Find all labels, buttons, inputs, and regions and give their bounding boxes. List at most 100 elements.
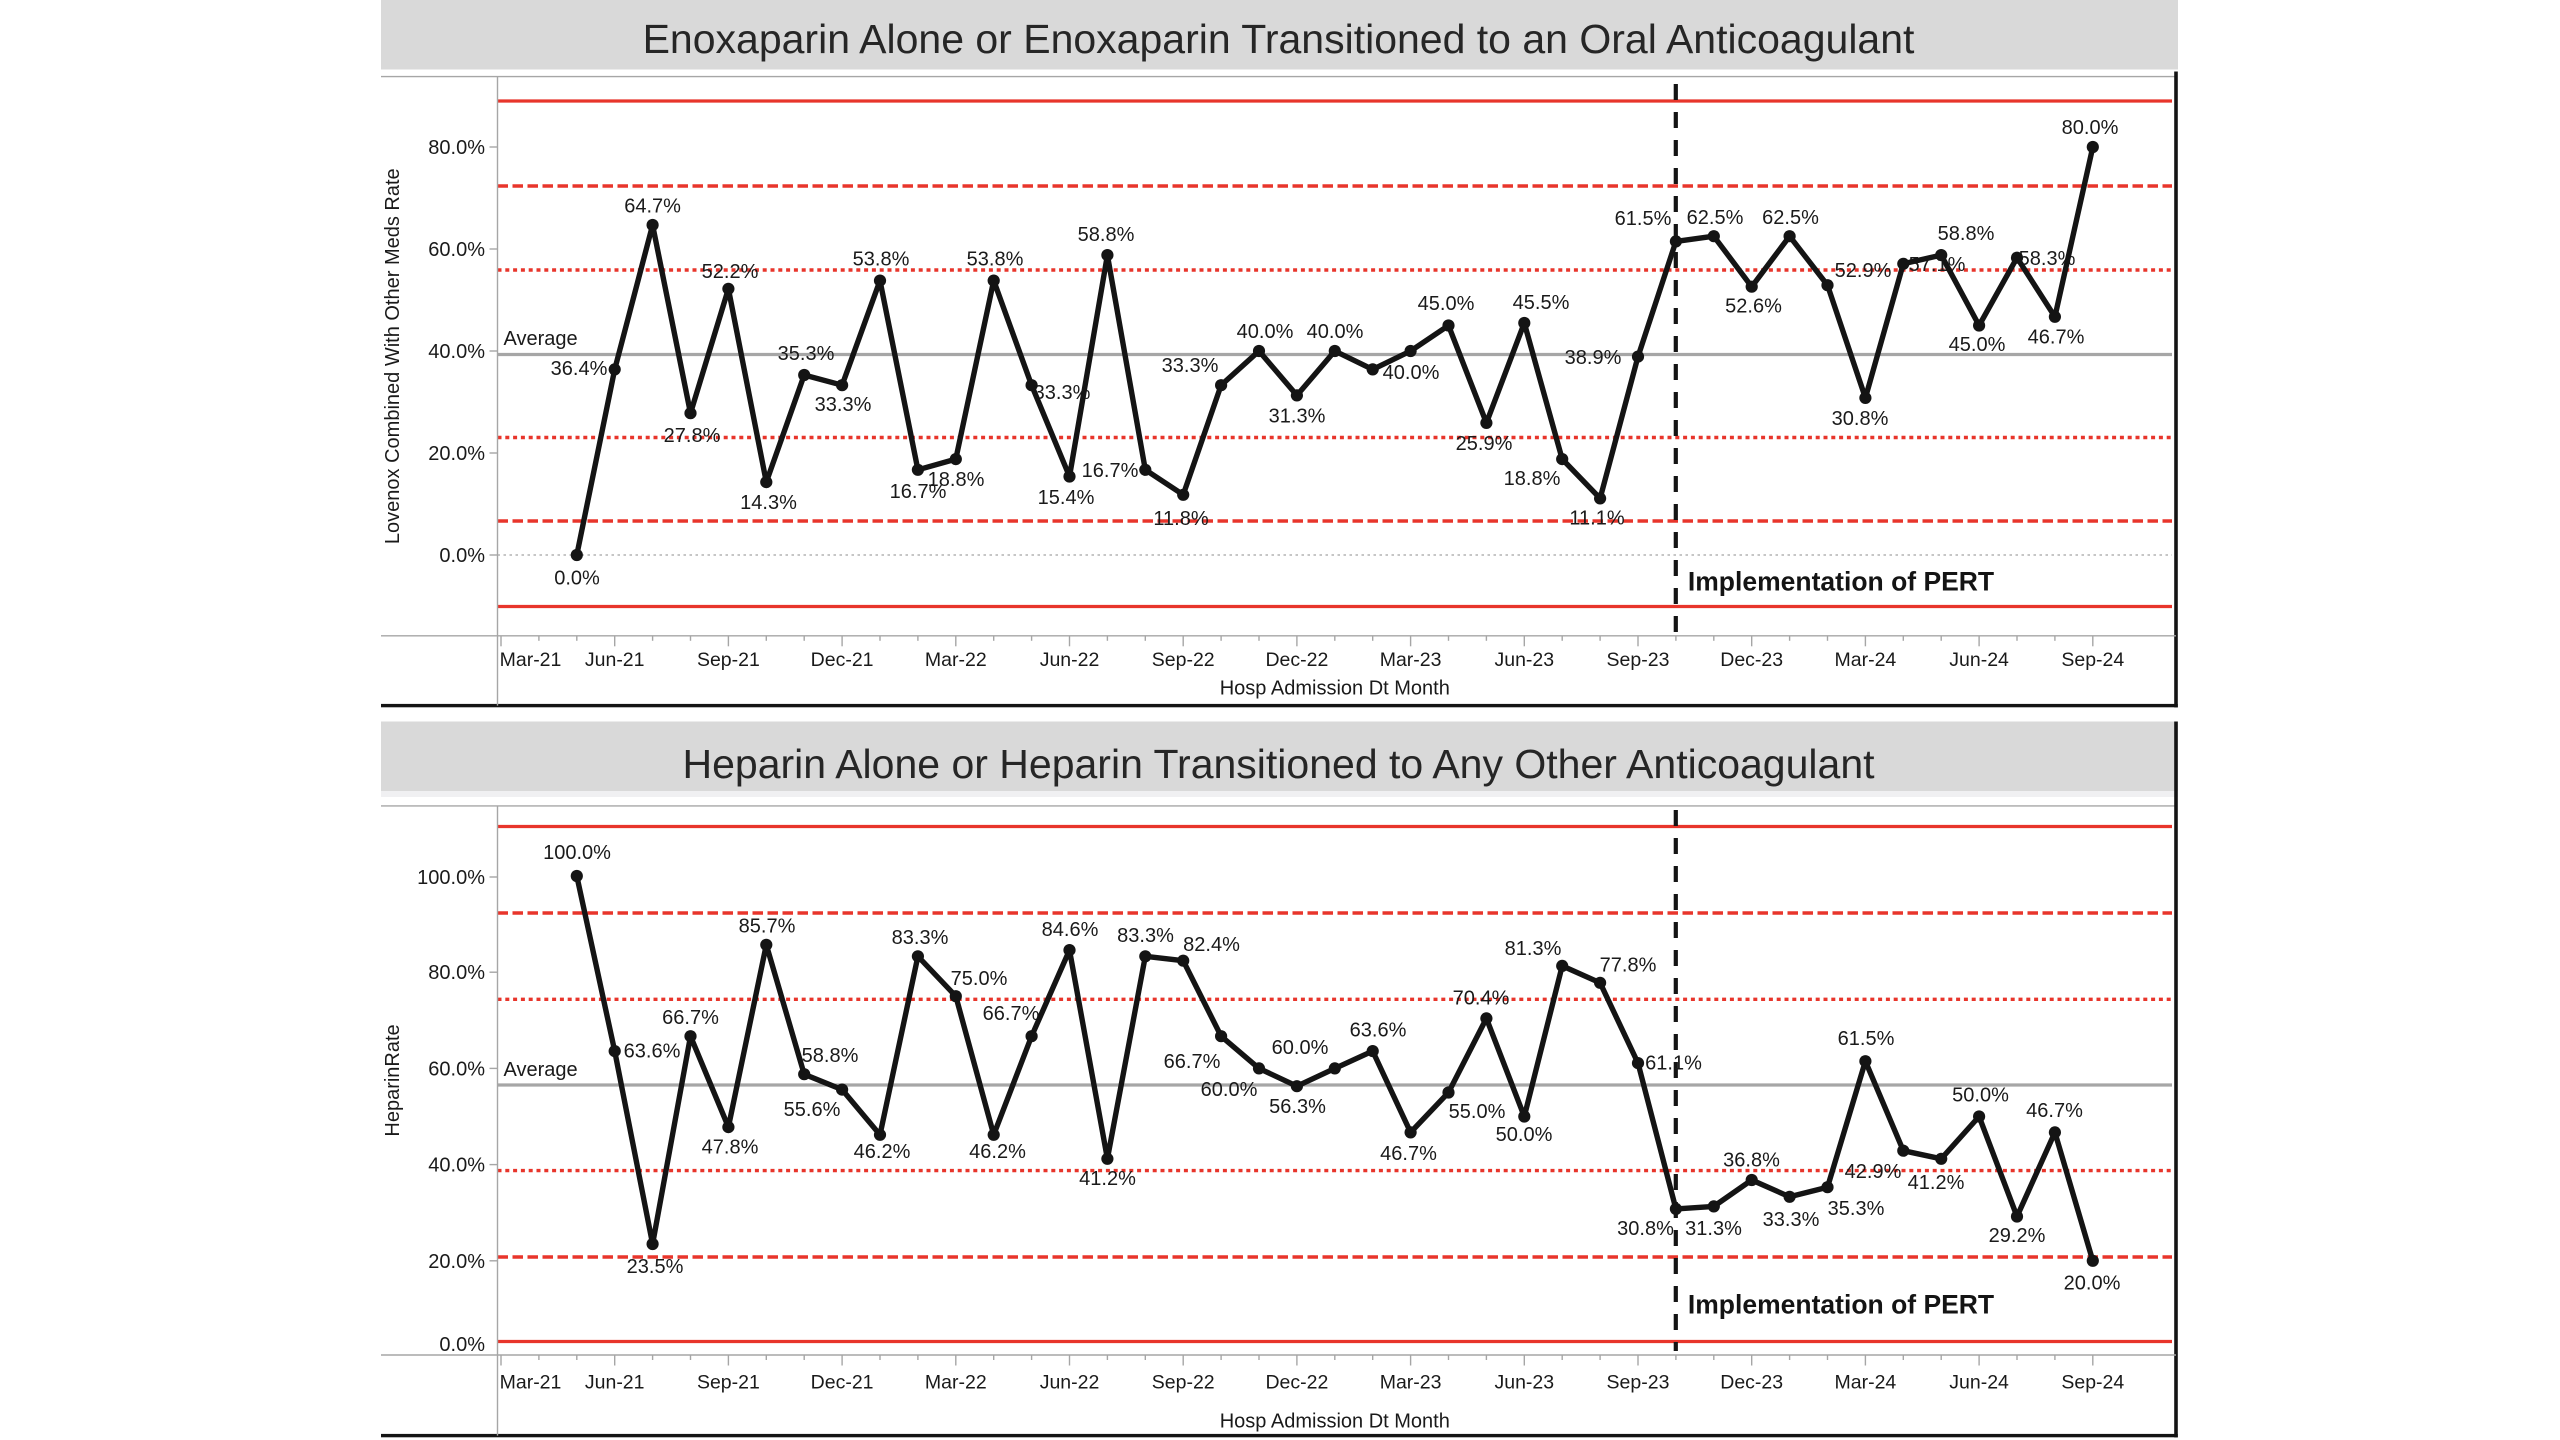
svg-text:60.0%: 60.0% [428, 1058, 485, 1080]
svg-text:Enoxaparin Alone or Enoxaparin: Enoxaparin Alone or Enoxaparin Transitio… [643, 16, 1915, 62]
svg-text:33.3%: 33.3% [1162, 355, 1219, 377]
svg-text:47.8%: 47.8% [702, 1137, 759, 1159]
svg-text:53.8%: 53.8% [967, 249, 1024, 271]
svg-text:20.0%: 20.0% [428, 443, 485, 465]
svg-text:Sep-23: Sep-23 [1607, 649, 1670, 671]
svg-text:52.2%: 52.2% [702, 261, 759, 283]
svg-text:61.5%: 61.5% [1838, 1028, 1895, 1050]
svg-text:58.8%: 58.8% [1078, 224, 1135, 246]
svg-text:46.2%: 46.2% [854, 1141, 911, 1163]
svg-text:Dec-21: Dec-21 [811, 649, 874, 671]
svg-text:Sep-22: Sep-22 [1152, 1372, 1215, 1394]
svg-text:30.8%: 30.8% [1617, 1218, 1674, 1240]
svg-text:38.9%: 38.9% [1565, 347, 1622, 369]
svg-text:62.5%: 62.5% [1687, 207, 1744, 229]
svg-text:Hosp Admission Dt Month: Hosp Admission Dt Month [1220, 1411, 1450, 1433]
svg-text:14.3%: 14.3% [740, 492, 797, 514]
svg-text:53.8%: 53.8% [853, 249, 910, 271]
svg-text:100.0%: 100.0% [543, 842, 611, 864]
svg-text:Mar-23: Mar-23 [1380, 1372, 1442, 1394]
svg-text:80.0%: 80.0% [428, 137, 485, 159]
svg-text:Jun-22: Jun-22 [1040, 649, 1100, 671]
svg-text:45.0%: 45.0% [1418, 293, 1475, 315]
svg-text:66.7%: 66.7% [1164, 1051, 1221, 1073]
svg-text:35.3%: 35.3% [778, 343, 835, 365]
svg-text:0.0%: 0.0% [554, 568, 600, 590]
svg-text:0.0%: 0.0% [439, 1334, 485, 1356]
svg-text:Heparin Alone or Heparin Trans: Heparin Alone or Heparin Transitioned to… [682, 741, 1875, 787]
svg-text:35.3%: 35.3% [1828, 1198, 1885, 1220]
svg-text:56.3%: 56.3% [1269, 1096, 1326, 1118]
svg-text:18.8%: 18.8% [928, 469, 985, 491]
svg-text:Jun-23: Jun-23 [1494, 649, 1554, 671]
svg-text:55.6%: 55.6% [784, 1099, 841, 1121]
svg-text:46.7%: 46.7% [2028, 327, 2085, 349]
svg-text:40.0%: 40.0% [428, 1155, 485, 1177]
svg-text:33.3%: 33.3% [1034, 382, 1091, 404]
svg-text:58.8%: 58.8% [1938, 223, 1995, 245]
svg-text:41.2%: 41.2% [1908, 1172, 1965, 1194]
svg-text:Lovenox Combined With Other Me: Lovenox Combined With Other Meds Rate [382, 168, 404, 544]
svg-text:63.6%: 63.6% [624, 1041, 681, 1063]
svg-text:Jun-21: Jun-21 [585, 649, 645, 671]
svg-text:Sep-24: Sep-24 [2061, 1372, 2124, 1394]
svg-text:20.0%: 20.0% [428, 1251, 485, 1273]
svg-text:Jun-24: Jun-24 [1949, 1372, 2009, 1394]
svg-text:45.0%: 45.0% [1949, 334, 2006, 356]
svg-text:82.4%: 82.4% [1183, 934, 1240, 956]
svg-text:11.8%: 11.8% [1153, 508, 1208, 530]
svg-text:66.7%: 66.7% [662, 1007, 719, 1029]
svg-text:42.9%: 42.9% [1845, 1161, 1902, 1183]
svg-text:Mar-21: Mar-21 [500, 1372, 562, 1394]
svg-text:Dec-23: Dec-23 [1720, 649, 1783, 671]
svg-text:55.0%: 55.0% [1449, 1101, 1506, 1123]
svg-text:46.2%: 46.2% [969, 1141, 1026, 1163]
svg-text:52.6%: 52.6% [1725, 296, 1782, 318]
svg-text:Mar-22: Mar-22 [925, 1372, 987, 1394]
svg-text:61.1%: 61.1% [1645, 1053, 1702, 1075]
svg-text:60.0%: 60.0% [1201, 1079, 1258, 1101]
svg-text:46.7%: 46.7% [2026, 1100, 2083, 1122]
svg-text:83.3%: 83.3% [1117, 925, 1174, 947]
svg-text:40.0%: 40.0% [1383, 362, 1440, 384]
svg-text:11.1%: 11.1% [1569, 508, 1624, 530]
svg-text:Mar-23: Mar-23 [1380, 649, 1442, 671]
svg-text:58.3%: 58.3% [2019, 248, 2076, 270]
svg-text:Jun-21: Jun-21 [585, 1372, 645, 1394]
svg-text:36.4%: 36.4% [551, 358, 608, 380]
svg-text:50.0%: 50.0% [1496, 1124, 1553, 1146]
svg-text:62.5%: 62.5% [1762, 207, 1819, 229]
svg-text:Jun-24: Jun-24 [1949, 649, 2009, 671]
svg-text:Mar-22: Mar-22 [925, 649, 987, 671]
svg-text:40.0%: 40.0% [428, 341, 485, 363]
svg-text:Implementation of PERT: Implementation of PERT [1688, 1290, 1994, 1320]
svg-text:Implementation of PERT: Implementation of PERT [1688, 567, 1994, 597]
svg-text:27.8%: 27.8% [664, 425, 721, 447]
svg-text:Mar-24: Mar-24 [1835, 649, 1897, 671]
svg-text:61.5%: 61.5% [1615, 208, 1672, 230]
svg-text:50.0%: 50.0% [1952, 1085, 2009, 1107]
svg-text:Dec-23: Dec-23 [1720, 1372, 1783, 1394]
svg-text:Dec-21: Dec-21 [811, 1372, 874, 1394]
svg-text:81.3%: 81.3% [1505, 938, 1562, 960]
svg-text:Average: Average [504, 328, 578, 350]
svg-text:Dec-22: Dec-22 [1265, 649, 1328, 671]
svg-text:Sep-23: Sep-23 [1607, 1372, 1670, 1394]
svg-text:77.8%: 77.8% [1600, 955, 1657, 977]
svg-text:33.3%: 33.3% [1763, 1209, 1820, 1231]
svg-text:20.0%: 20.0% [2064, 1272, 2121, 1294]
svg-text:46.7%: 46.7% [1380, 1143, 1437, 1165]
svg-text:33.3%: 33.3% [815, 394, 872, 416]
svg-text:16.7%: 16.7% [890, 481, 947, 503]
svg-text:70.4%: 70.4% [1453, 988, 1510, 1010]
svg-text:36.8%: 36.8% [1723, 1150, 1780, 1172]
svg-text:80.0%: 80.0% [2062, 117, 2119, 139]
svg-text:29.2%: 29.2% [1989, 1225, 2046, 1247]
svg-text:58.8%: 58.8% [802, 1045, 859, 1067]
svg-text:83.3%: 83.3% [892, 927, 949, 949]
svg-text:Hosp Admission Dt Month: Hosp Admission Dt Month [1220, 678, 1450, 700]
svg-text:Mar-21: Mar-21 [500, 649, 562, 671]
svg-text:84.6%: 84.6% [1042, 919, 1099, 941]
svg-text:45.5%: 45.5% [1513, 292, 1570, 314]
svg-text:40.0%: 40.0% [1307, 321, 1364, 343]
